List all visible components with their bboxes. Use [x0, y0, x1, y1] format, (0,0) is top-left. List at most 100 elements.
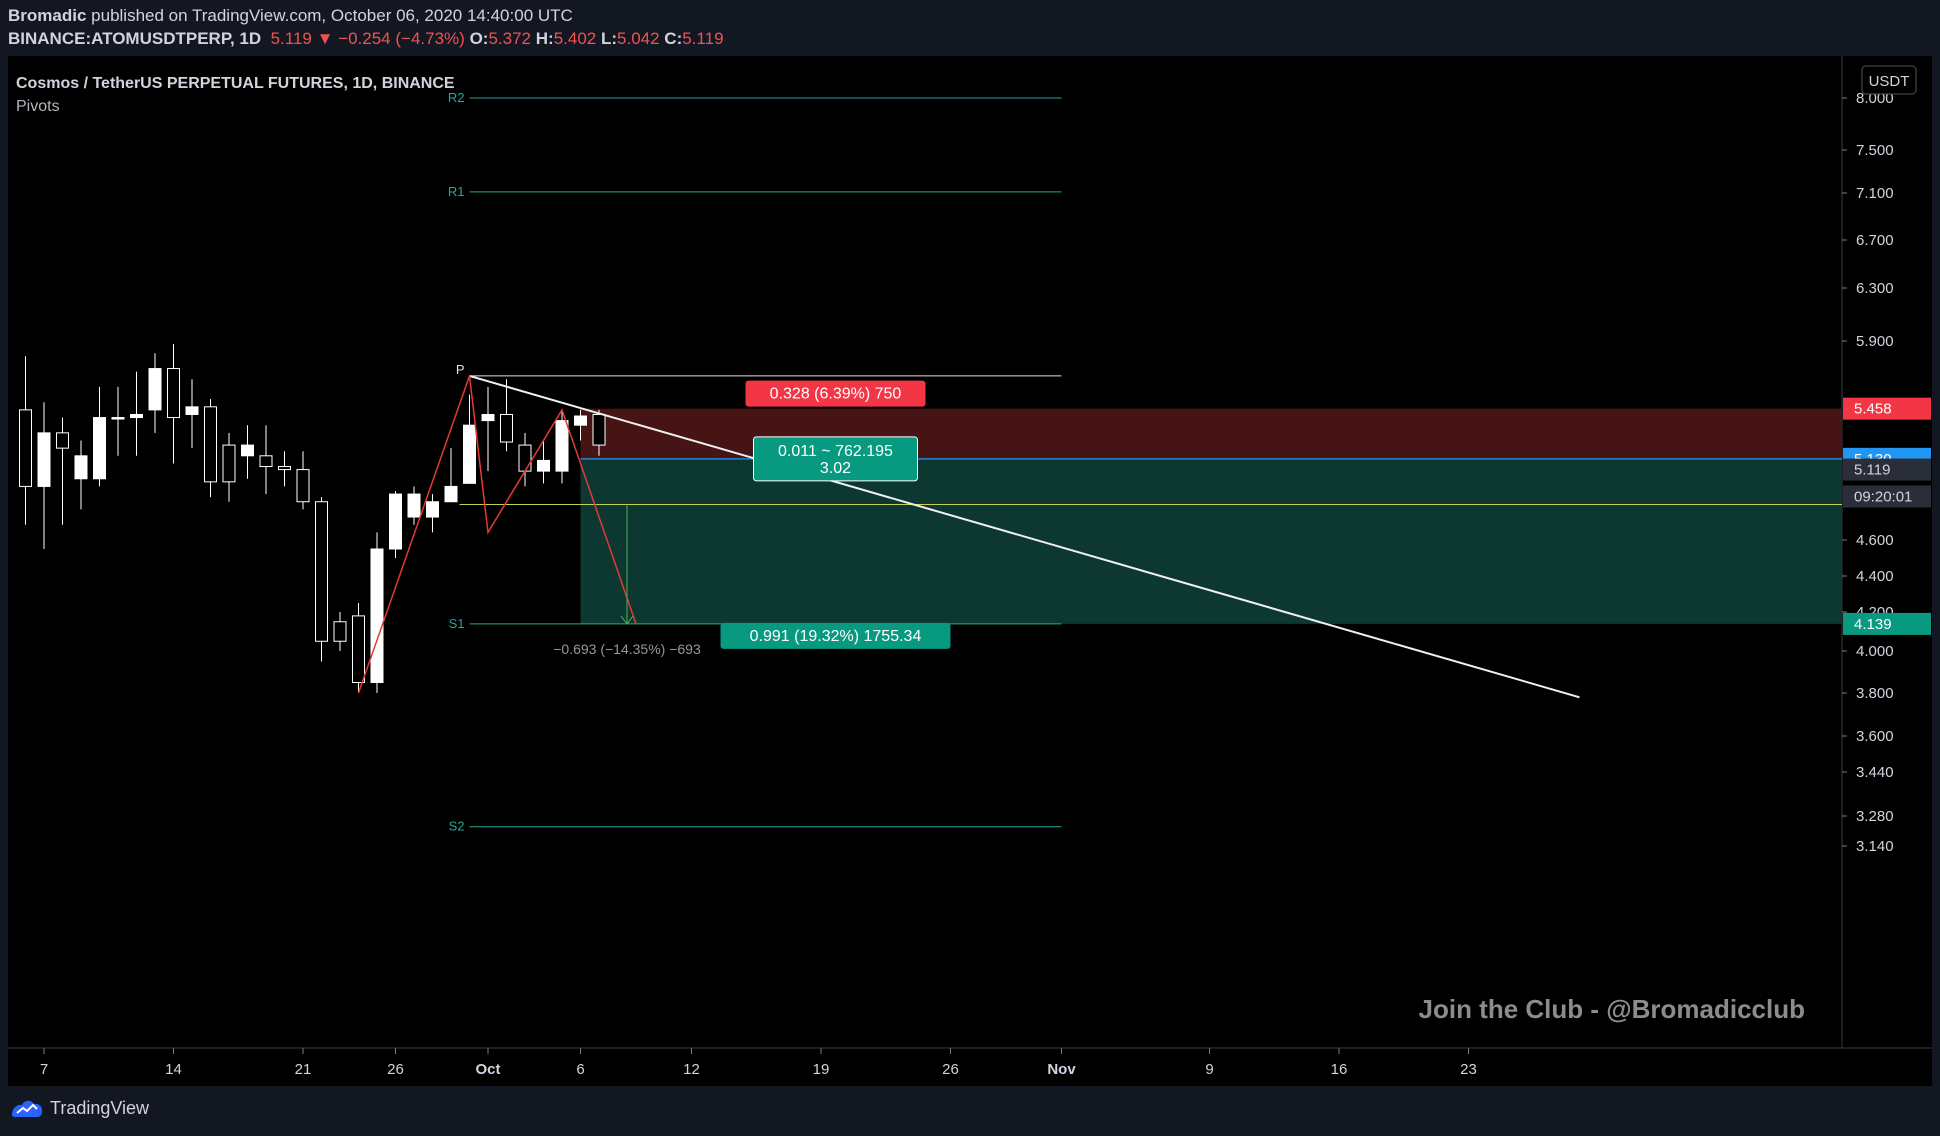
y-axis-label: 3.280: [1856, 808, 1894, 825]
candle-body: [259, 455, 273, 468]
tradingview-brand[interactable]: TradingView: [10, 1097, 149, 1119]
candle-body: [278, 466, 291, 471]
candle-body: [315, 501, 328, 642]
price-tag-countdown-text: 09:20:01: [1854, 488, 1912, 505]
candle-body: [93, 417, 106, 480]
candle-body: [463, 424, 476, 484]
risk-reward-line2: 3.02: [820, 460, 851, 477]
candle-body: [296, 469, 310, 503]
y-axis-label: 3.140: [1856, 838, 1894, 855]
price-tag-last: [1843, 458, 1931, 481]
y-axis-label: 6.700: [1856, 232, 1894, 249]
footer: TradingView: [0, 1088, 1940, 1136]
author-name[interactable]: Bromadic: [8, 6, 87, 25]
y-axis-label: 4.600: [1856, 532, 1894, 549]
y-axis-label: 7.500: [1856, 142, 1894, 159]
header: Bromadic published on TradingView.com, O…: [0, 0, 1940, 54]
legend-title: Cosmos / TetherUS PERPETUAL FUTURES, 1D,…: [16, 75, 455, 92]
projection-arrow-head: [620, 615, 634, 625]
price-tag-stop: [1843, 397, 1931, 420]
candle-body: [370, 548, 384, 683]
legend-indicator[interactable]: Pivots: [16, 98, 60, 115]
x-axis-label: Oct: [475, 1061, 500, 1078]
x-axis-label: 23: [1460, 1061, 1477, 1078]
close-value: 5.119: [682, 29, 724, 48]
price-change: −0.254 (−4.73%): [338, 29, 465, 48]
y-axis-label: 3.600: [1856, 728, 1894, 745]
risk-reward-badge: [753, 436, 918, 482]
candle-body: [19, 409, 32, 487]
candle-body: [592, 413, 606, 446]
candle-body: [574, 415, 587, 426]
candle-body: [130, 413, 143, 419]
candle-body: [333, 621, 347, 642]
published-text: published on TradingView.com, October 06…: [91, 6, 573, 25]
publish-line: Bromadic published on TradingView.com, O…: [8, 6, 573, 26]
candle-body: [352, 615, 365, 684]
x-axis-label: 7: [40, 1061, 48, 1078]
x-axis-label: 21: [295, 1061, 312, 1078]
candle-body: [407, 493, 421, 518]
candle-body: [148, 368, 162, 411]
open-label: O:: [469, 29, 489, 48]
symbol-name: BINANCE:ATOMUSDTPERP, 1D: [8, 29, 262, 48]
tradingview-logo-icon: [12, 1100, 43, 1117]
currency-button[interactable]: [1861, 65, 1917, 95]
candle-body: [204, 406, 217, 483]
low-value: 5.042: [617, 29, 660, 48]
y-axis-label: 3.440: [1856, 764, 1894, 781]
price-tag-stop-text: 5.458: [1854, 401, 1892, 418]
stop-loss-badge: [745, 380, 926, 407]
candle-body: [111, 417, 125, 420]
x-axis-label: 6: [576, 1061, 584, 1078]
stop-loss-badge-text: 0.328 (6.39%) 750: [770, 386, 902, 403]
pivot-label-r1: R1: [448, 184, 465, 199]
chart-svg[interactable]: P R1 R2 S1 S2 −0.693 (−14.35%) −693 0.328 (6.…: [8, 56, 1932, 1086]
x-axis-label: Nov: [1047, 1061, 1076, 1078]
y-axis-label: 3.800: [1856, 685, 1894, 702]
watermark-text: Join the Club - @Bromadicclub: [1419, 994, 1805, 1024]
y-axis-label: 5.900: [1856, 333, 1894, 350]
take-profit-zone: [580, 458, 1842, 624]
chart-area[interactable]: P R1 R2 S1 S2 −0.693 (−14.35%) −693 0.328 (6.…: [8, 56, 1932, 1086]
candle-body: [537, 459, 550, 472]
price-tag-target: [1843, 612, 1931, 635]
candle-body: [241, 444, 254, 457]
pivot-label-r2: R2: [448, 90, 465, 105]
take-profit-badge: [720, 622, 951, 649]
candle-body: [185, 406, 199, 415]
high-value: 5.402: [553, 29, 597, 48]
candle-body: [167, 368, 180, 419]
x-axis-label: 26: [942, 1061, 959, 1078]
price-tag-last-text: 5.119: [1854, 462, 1890, 479]
risk-reward-line1: 0.011 ~ 762.195: [778, 443, 893, 460]
low-label: L:: [600, 29, 618, 48]
candle-body: [481, 413, 495, 422]
candle-body: [426, 501, 439, 518]
candle-body: [555, 420, 569, 472]
pivot-label-s2: S2: [449, 819, 465, 834]
close-label: C:: [664, 29, 683, 48]
y-axis-label: 7.100: [1856, 185, 1894, 202]
candle-body: [444, 485, 458, 503]
high-label: H:: [535, 29, 554, 48]
candle-body: [518, 444, 532, 472]
pivot-label-p: P: [456, 362, 465, 377]
price-tag-countdown: [1843, 485, 1931, 508]
candle-body: [37, 432, 51, 487]
x-axis-label: 12: [683, 1061, 700, 1078]
descending-trend-line: [469, 374, 1580, 699]
candle-body: [389, 493, 402, 550]
down-arrow-icon: ▼: [316, 29, 334, 48]
candle-body: [56, 432, 69, 449]
x-axis-label: 26: [387, 1061, 404, 1078]
pattern-zigzag-line: [357, 375, 637, 694]
candle-body: [500, 413, 513, 443]
last-price: 5.119: [270, 29, 312, 48]
open-value: 5.372: [488, 29, 531, 48]
x-axis-label: 14: [165, 1061, 182, 1078]
y-axis-label: 4.400: [1856, 568, 1894, 585]
x-axis-label: 19: [813, 1061, 830, 1078]
candle-body: [222, 444, 236, 483]
price-tag-target-text: 4.139: [1854, 616, 1892, 633]
